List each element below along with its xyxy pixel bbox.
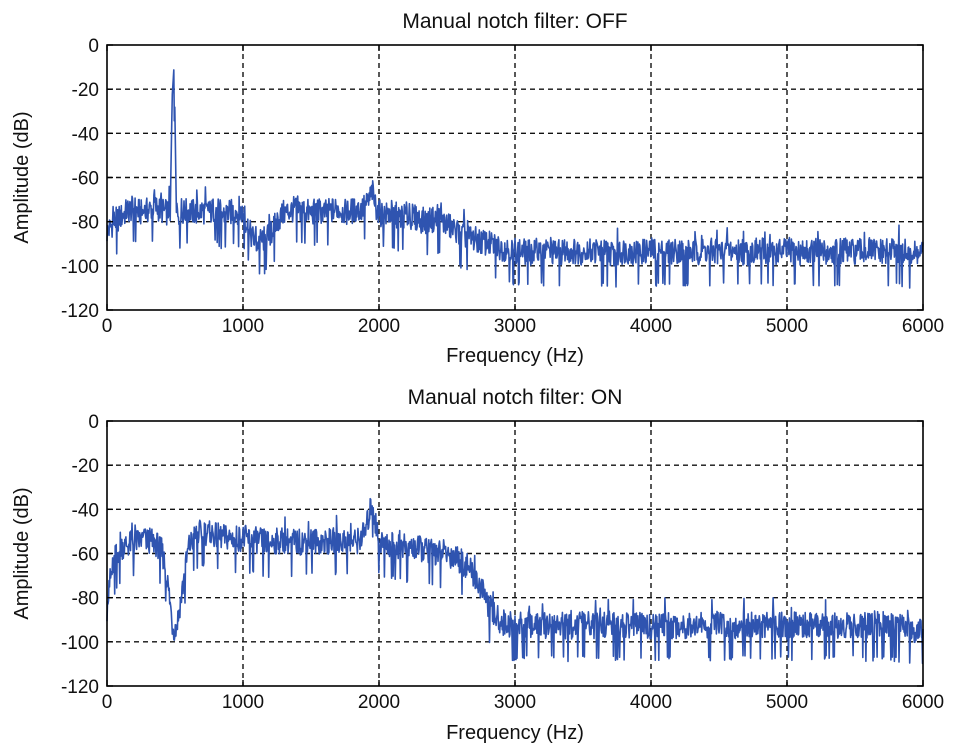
y-tick-label: 0 (88, 412, 99, 433)
x-tick-label: 6000 (902, 316, 944, 337)
y-tick-label: 0 (88, 36, 99, 57)
x-tick-label: 3000 (494, 692, 536, 713)
x-axis-label: Frequency (Hz) (446, 722, 584, 744)
panel-notch-on: Manual notch filter: ON 0 1000 2000 3000 4000… (11, 386, 944, 744)
x-tick-label: 4000 (630, 316, 672, 337)
y-tick-label: -40 (72, 500, 99, 521)
y-tick-label: -60 (72, 169, 99, 190)
panel-notch-off: Manual notch filter: OFF 0 1000 2000 3000 400… (11, 10, 944, 367)
x-tick-label: 3000 (494, 316, 536, 337)
y-axis-label: Amplitude (dB) (11, 487, 33, 619)
y-tick-label: -60 (72, 545, 99, 566)
y-tick-label: -100 (61, 633, 99, 654)
x-tick-label: 5000 (766, 692, 808, 713)
y-tick-label: -120 (61, 677, 99, 698)
x-tick-label: 0 (102, 316, 113, 337)
y-tick-label: -120 (61, 301, 99, 322)
y-tick-label: -80 (72, 589, 99, 610)
chart-title: Manual notch filter: ON (408, 386, 623, 409)
x-tick-label: 5000 (766, 316, 808, 337)
y-tick-label: -20 (72, 80, 99, 101)
x-tick-label: 2000 (358, 692, 400, 713)
x-tick-label: 4000 (630, 692, 672, 713)
y-tick-label: -20 (72, 456, 99, 477)
chart-title: Manual notch filter: OFF (402, 10, 627, 33)
series-line (106, 69, 924, 289)
y-tick-label: -80 (72, 213, 99, 234)
x-tick-label: 1000 (222, 316, 264, 337)
series-line (106, 497, 924, 665)
x-tick-label: 6000 (902, 692, 944, 713)
y-axis-label: Amplitude (dB) (11, 111, 33, 243)
y-tick-label: -40 (72, 124, 99, 145)
x-tick-label: 1000 (222, 692, 264, 713)
x-axis-label: Frequency (Hz) (446, 345, 584, 367)
y-tick-label: -100 (61, 257, 99, 278)
x-tick-label: 0 (102, 692, 113, 713)
x-tick-label: 2000 (358, 316, 400, 337)
